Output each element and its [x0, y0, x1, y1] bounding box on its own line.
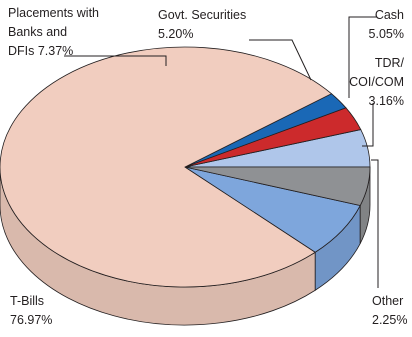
label-govt-line1: Govt. Securities — [158, 8, 247, 22]
label-tbills: T-Bills 76.97% — [10, 292, 52, 330]
leader-line-placements — [64, 55, 167, 66]
leader-line-other — [371, 159, 379, 288]
slice-t-bills — [0, 46, 333, 288]
label-tdr-line2: COI/COM — [349, 75, 404, 89]
label-govt-line2: 5.20% — [158, 27, 194, 41]
label-tdr: TDR/ COI/COM 3.16% — [349, 54, 404, 111]
label-placements-line3: DFIs 7.37% — [8, 44, 74, 58]
label-govt: Govt. Securities 5.20% — [158, 6, 246, 44]
label-tbills-line1: T-Bills — [10, 294, 45, 308]
label-placements: Placements with Banks and DFIs 7.37% — [8, 4, 99, 61]
label-cash: Cash 5.05% — [369, 6, 404, 44]
label-cash-line2: 5.05% — [368, 27, 404, 41]
label-tdr-line1: TDR/ — [374, 56, 404, 70]
label-tdr-line3: 3.16% — [368, 94, 404, 108]
label-cash-line1: Cash — [374, 8, 404, 22]
pie-top-layer — [0, 46, 371, 288]
label-tbills-line2: 76.97% — [10, 313, 53, 327]
label-other-line1: Other — [372, 294, 404, 308]
leader-lines — [64, 16, 379, 288]
leader-line-tdr — [362, 103, 374, 147]
slice-govt-securities — [184, 166, 371, 206]
label-placements-line1: Placements with — [8, 6, 100, 20]
leader-line-govt — [249, 39, 312, 81]
leader-line-cash — [348, 16, 377, 98]
label-other: Other 2.25% — [372, 292, 407, 330]
label-placements-line2: Banks and — [8, 25, 68, 39]
label-other-line2: 2.25% — [372, 313, 408, 327]
